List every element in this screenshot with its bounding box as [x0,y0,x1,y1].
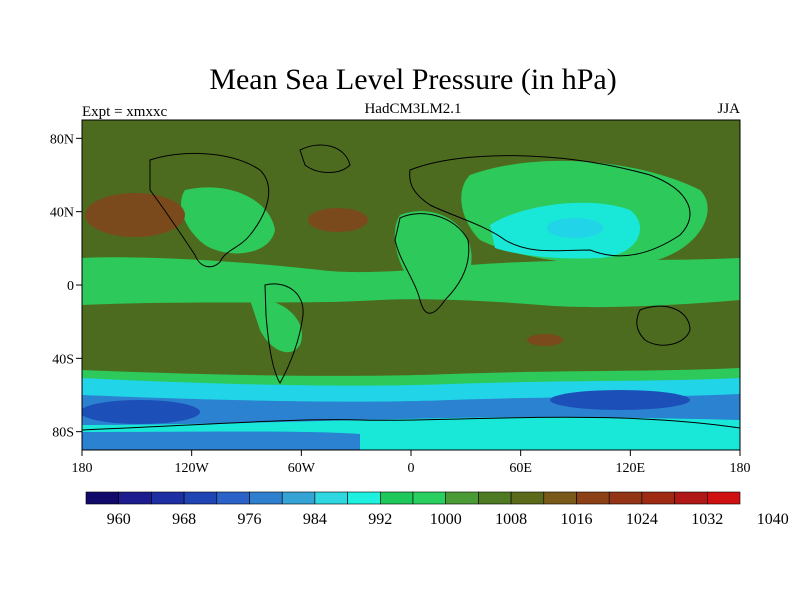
season-label: JJA [717,101,740,117]
lat-tick-label: 40S [52,352,74,367]
greenland-coast [299,144,351,173]
monsoon-core [547,218,603,238]
south-america-low [250,299,302,353]
colorbar-swatch [379,491,414,505]
colorbar-swatch [183,491,218,505]
colorbar-label: 984 [303,511,327,528]
colorbar-swatch [445,491,479,505]
latitude-axis: 80N 40N 0 40S 80S [50,132,82,441]
experiment-label: Expt = xmxxc [82,104,167,120]
colorbar-label: 1032 [691,511,723,528]
colorbar-swatch [608,491,643,505]
antarctica-coast [82,416,740,431]
south-pacific-trough [82,400,200,424]
eurasia-coast [409,155,691,257]
colorbar-swatch [543,491,577,505]
north-america-low [181,187,275,254]
colorbar-label: 1040 [757,511,789,528]
lat-tick-label: 40N [50,206,74,221]
colorbar-label: 1008 [495,511,527,528]
colorbar-swatch [412,491,447,505]
lat-tick-label: 0 [67,279,74,294]
colorbar-label: 992 [368,511,392,528]
colorbar-label: 968 [172,511,196,528]
map-title: Mean Sea Level Pressure (in hPa) [209,63,616,96]
colorbar-swatch [281,491,316,505]
lon-tick-label: 180 [730,461,751,476]
lon-tick-label: 120E [616,461,646,476]
colorbar-swatch [151,491,185,505]
colorbar-label: 960 [107,511,131,528]
coastlines [82,144,740,431]
lon-tick-label: 0 [408,461,415,476]
colorbar-swatch [478,491,512,505]
south-indian-trough [550,390,690,410]
colorbar [85,491,741,505]
colorbar-labels: 960 968 976 984 992 1000 1008 1016 1024 1032 1040 [107,511,789,528]
indian-ocean-high [527,334,563,346]
colorbar-label: 1024 [626,511,658,528]
lon-tick-label: 120W [175,461,210,476]
model-label: HadCM3LM2.1 [364,101,461,117]
colorbar-swatch [347,491,381,505]
tropical-low-band [82,257,740,308]
pressure-field [82,120,740,450]
colorbar-swatch [510,491,545,505]
colorbar-swatch [118,491,152,505]
lon-tick-label: 60W [288,461,316,476]
colorbar-swatch [706,491,741,505]
north-america-coast [149,153,270,268]
antarctic-blue [82,431,360,450]
longitude-axis: 180 120W 60W 0 60E 120E 180 [72,450,751,476]
colorbar-swatch [674,491,708,505]
africa-coast [394,213,470,314]
colorbar-label: 1000 [430,511,462,528]
colorbar-swatch [641,491,675,505]
lat-tick-label: 80S [52,426,74,441]
colorbar-swatch [85,491,120,505]
lon-tick-label: 60E [509,461,532,476]
pacific-high [85,193,185,237]
colorbar-label: 1016 [561,511,593,528]
lat-tick-label: 80N [50,132,74,147]
colorbar-swatch [314,491,348,505]
colorbar-swatch [249,491,283,505]
colorbar-label: 976 [238,511,262,528]
lon-tick-label: 180 [72,461,93,476]
colorbar-swatch [216,491,250,505]
south-america-coast [264,283,304,384]
azores-high [308,208,368,232]
colorbar-swatch [576,491,610,505]
africa-low [394,211,472,297]
australia-coast [636,305,691,346]
